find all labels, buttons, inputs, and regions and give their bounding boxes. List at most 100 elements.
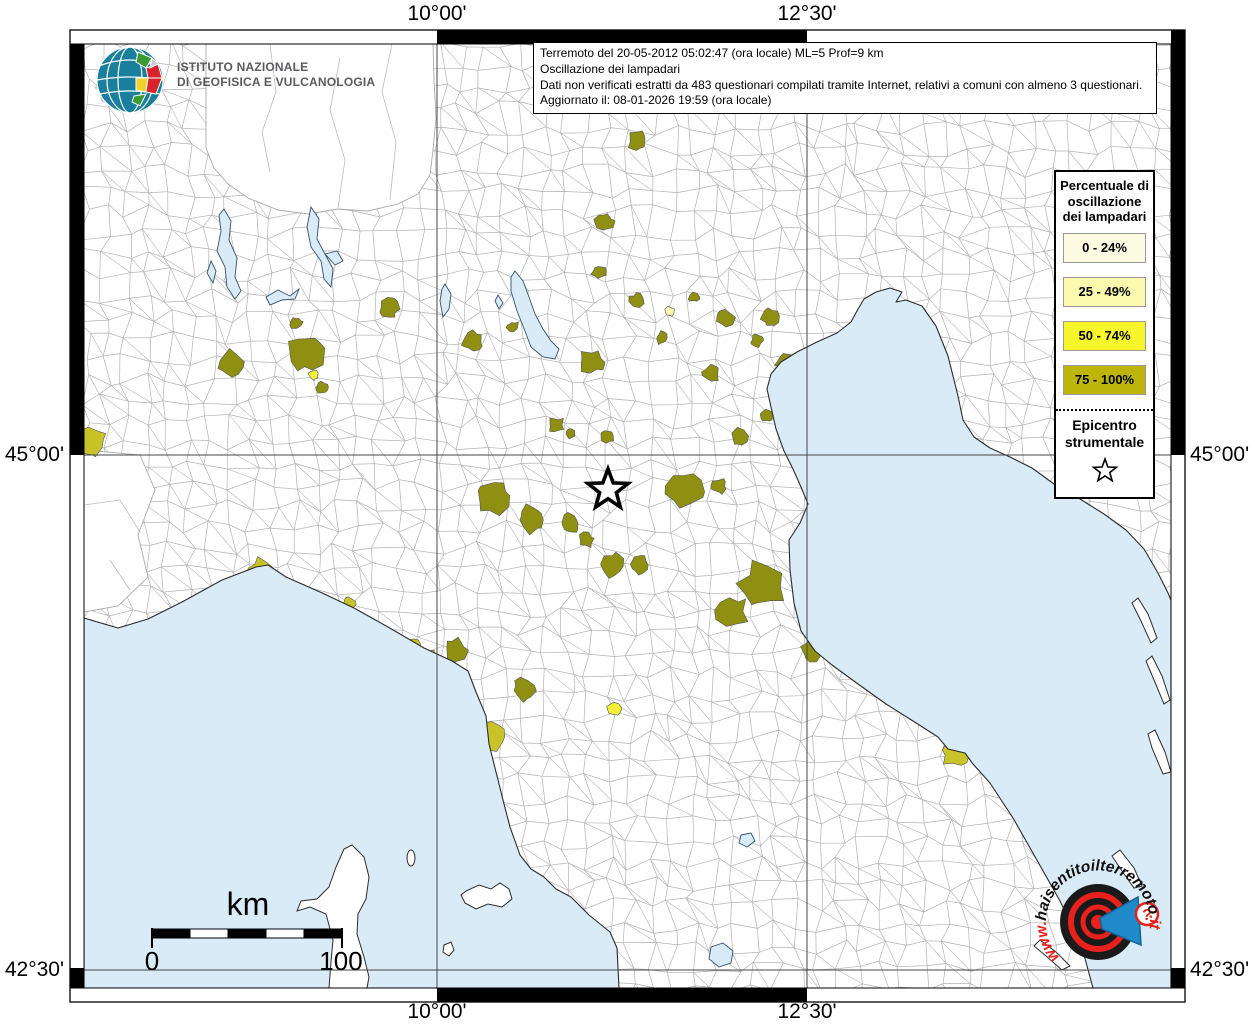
municipality-blob (549, 417, 564, 433)
lon-label-bottom-10: 10°00' (407, 1000, 467, 1023)
star-icon (1090, 457, 1119, 483)
municipality-blob (593, 213, 616, 231)
lake-idro (494, 294, 504, 310)
info-line-source: Dati non verificati estratti da 483 ques… (540, 77, 1143, 92)
lat-label-left-45: 45°00' (4, 443, 64, 466)
map-frame (69, 29, 1186, 1003)
epicenter-star (583, 463, 633, 512)
municipality-blob (731, 426, 750, 446)
municipality-blob (513, 676, 537, 703)
municipality-blob (600, 430, 614, 444)
adriatic-sea (766, 287, 1171, 988)
municipality-blob (759, 307, 780, 326)
lakes (206, 205, 756, 968)
foreign-region-switzerland (205, 44, 437, 215)
ingv-logo-block: ISTITUTO NAZIONALE DI GEOFISICA E VULCAN… (93, 42, 375, 116)
croatian-island-1 (1131, 597, 1158, 644)
map-content: ? www.haisentitoilterremoto .it (84, 44, 1171, 988)
municipality-blob (561, 512, 579, 533)
lake-iseo (439, 283, 452, 319)
municipality-blob (735, 559, 785, 606)
municipality-blob (656, 330, 668, 346)
municipality-blob (505, 321, 519, 333)
scalebar-unit-label: km (226, 886, 270, 922)
municipality-blob (629, 555, 649, 576)
municipality-blob (579, 531, 595, 548)
municipality-blob (289, 317, 304, 329)
lake-orta (206, 259, 217, 285)
croatian-island-4 (1111, 849, 1143, 889)
tyrrhenian-sea (84, 564, 620, 988)
islands (296, 597, 1171, 988)
lat-label-right-42-30: 42°30' (1190, 958, 1250, 981)
legend-class-75-100: 75 - 100% (1063, 364, 1146, 395)
lon-label-top-10: 10°00' (407, 2, 467, 25)
corsica-island (296, 844, 370, 988)
info-line-updated: Aggiornato il: 08-01-2026 19:59 (ora loc… (540, 93, 772, 108)
croatian-island-3 (1147, 729, 1171, 775)
municipality-blob (701, 363, 719, 382)
lake-lugano (265, 287, 301, 306)
municipality-blob (217, 348, 245, 378)
municipality-blob (446, 636, 469, 664)
lon-label-bottom-12-30: 12°30' (777, 1000, 837, 1023)
capraia-island (406, 849, 416, 867)
croatian-island-2 (1145, 655, 1171, 705)
municipality-blob (565, 428, 576, 440)
municipality-blob (628, 130, 646, 151)
municipality-blob (710, 478, 727, 495)
legend-title: Percentuale di oscillazione dei lampadar… (1060, 178, 1149, 225)
municipality-blob (750, 333, 765, 348)
municipality-blob (477, 482, 511, 516)
municipality-blob (606, 702, 623, 716)
legend-class-50-74: 50 - 74% (1063, 320, 1146, 351)
graticule (84, 44, 1171, 988)
legend-class-25-49: 25 - 49% (1063, 276, 1146, 307)
small-island (442, 941, 455, 957)
municipality-blob (590, 266, 607, 279)
municipality-blob (379, 296, 401, 318)
municipality-blob (714, 597, 749, 627)
municipality-blob (716, 308, 736, 328)
ingv-wordmark: ISTITUTO NAZIONALE DI GEOFISICA E VULCAN… (177, 60, 375, 91)
municipality-blob (687, 291, 701, 302)
scalebar-graphic (151, 928, 343, 948)
logo-question-mark: ? (1142, 907, 1152, 924)
municipality-blob (288, 337, 326, 372)
municipality-blob (307, 369, 319, 382)
lat-label-right-45: 45°00' (1190, 443, 1250, 466)
municipality-blob (664, 305, 675, 317)
ingv-globe-icon (94, 46, 164, 114)
municipality-blob (315, 380, 329, 394)
lat-label-left-42-30: 42°30' (4, 958, 64, 981)
legend: Percentuale di oscillazione dei lampadar… (1054, 170, 1155, 500)
logo-question-badge (1134, 901, 1160, 927)
info-line-question: Oscillazione dei lampadari (540, 61, 681, 76)
municipality-blob (628, 292, 645, 309)
legend-epicenter-section: Epicentro strumentale (1056, 408, 1153, 492)
municipality-blob (461, 329, 483, 352)
foreign-region-france (84, 449, 156, 613)
scalebar-end-label: 100 (319, 946, 363, 976)
info-line-event: Terremoto del 20-05-2012 05:02:47 (ora l… (540, 46, 884, 60)
legend-epicenter-label: Epicentro strumentale (1064, 416, 1145, 450)
legend-class-0-24: 0 - 24% (1063, 232, 1146, 263)
lon-label-top-12-30: 12°30' (777, 2, 837, 25)
lake-maggiore (216, 208, 242, 300)
lake-garda (510, 270, 560, 360)
municipality-blob (580, 350, 606, 374)
municipality-blob (519, 503, 544, 536)
logo-megaphone-icon (1099, 895, 1142, 947)
municipality-blob (600, 551, 625, 579)
ingv-line-2: DI GEOFISICA E VULCANOLOGIA (177, 75, 376, 90)
scalebar-start-label: 0 (144, 946, 160, 976)
municipality-blob (759, 408, 773, 422)
municipality-blob (664, 473, 705, 509)
elba-island (460, 882, 513, 910)
earthquake-info-box: Terremoto del 20-05-2012 05:02:47 (ora l… (533, 42, 1157, 115)
lake-como-branch (324, 250, 344, 266)
small-lake (738, 832, 756, 848)
lake-trasimeno (708, 942, 734, 968)
